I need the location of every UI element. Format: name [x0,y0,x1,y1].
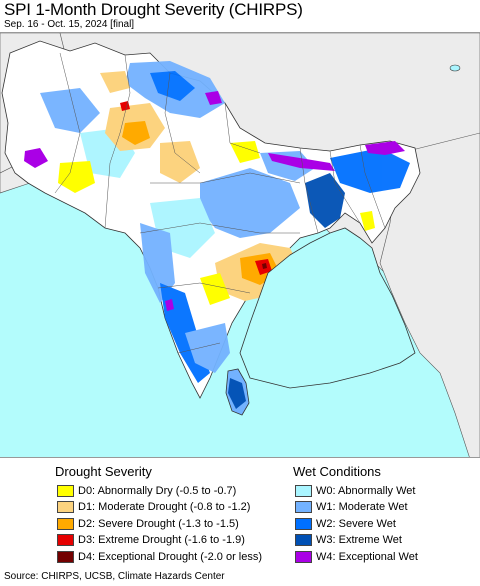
wet-areas [40,61,410,409]
wet-legend-swatch [295,501,312,513]
wet-legend-swatch [295,550,312,563]
bay-of-bengal [239,227,416,389]
drought-legend-label: D3: Extreme Drought (-1.6 to -1.9) [78,534,245,546]
drought-map [0,32,480,458]
exceptional-wet-areas [24,91,405,311]
wet-legend-heading: Wet Conditions [293,464,381,479]
drought-legend-label: D0: Abnormally Dry (-0.5 to -0.7) [78,484,237,497]
drought-legend-label: D2: Severe Drought (-1.3 to -1.5) [78,517,239,530]
drought-legend-swatch [57,534,74,546]
drought-legend-item-d0: D0: Abnormally Dry (-0.5 to -0.7) [57,483,236,498]
drought-legend-swatch [57,501,74,513]
land-outside-east [379,132,480,457]
wet-legend-item-w0: W0: Abnormally Wet [295,483,415,498]
wet-legend-label: W2: Severe Wet [316,517,396,530]
wet-legend-swatch [295,484,312,497]
map-title: SPI 1-Month Drought Severity (CHIRPS) [4,0,303,19]
map-subtitle: Sep. 16 - Oct. 15, 2024 [final] [4,19,135,30]
wet-legend-item-w4: W4: Exceptional Wet [295,549,418,564]
wet-legend-label: W4: Exceptional Wet [316,550,418,563]
wet-legend-label: W3: Extreme Wet [316,534,402,546]
drought-legend-label: D4: Exceptional Drought (-2.0 or less) [78,550,263,563]
wet-legend-item-w1: W1: Moderate Wet [295,500,408,515]
borders [54,52,386,354]
wet-legend-label: W1: Moderate Wet [316,501,408,513]
wet-legend-item-w3: W3: Extreme Wet [295,533,402,548]
drought-legend-heading: Drought Severity [55,464,152,479]
drought-map-svg [0,33,480,457]
source-note: Source: CHIRPS, UCSB, Climate Hazards Ce… [4,571,225,582]
drought-legend-label: D1: Moderate Drought (-0.8 to -1.2) [78,501,251,513]
small-island [449,64,461,72]
wet-legend-swatch [295,517,312,530]
wet-legend-label: W0: Abnormally Wet [316,484,416,497]
wet-legend-item-w2: W2: Severe Wet [295,516,396,531]
drought-legend-item-d2: D2: Severe Drought (-1.3 to -1.5) [57,516,239,531]
drought-legend-swatch [57,484,74,497]
drought-legend-swatch [57,550,74,563]
wet-legend-swatch [295,534,312,546]
drought-legend-swatch [57,517,74,530]
drought-legend-item-d3: D3: Extreme Drought (-1.6 to -1.9) [57,533,245,548]
drought-legend-item-d4: D4: Exceptional Drought (-2.0 or less) [57,549,262,564]
drought-legend-item-d1: D1: Moderate Drought (-0.8 to -1.2) [57,500,250,515]
